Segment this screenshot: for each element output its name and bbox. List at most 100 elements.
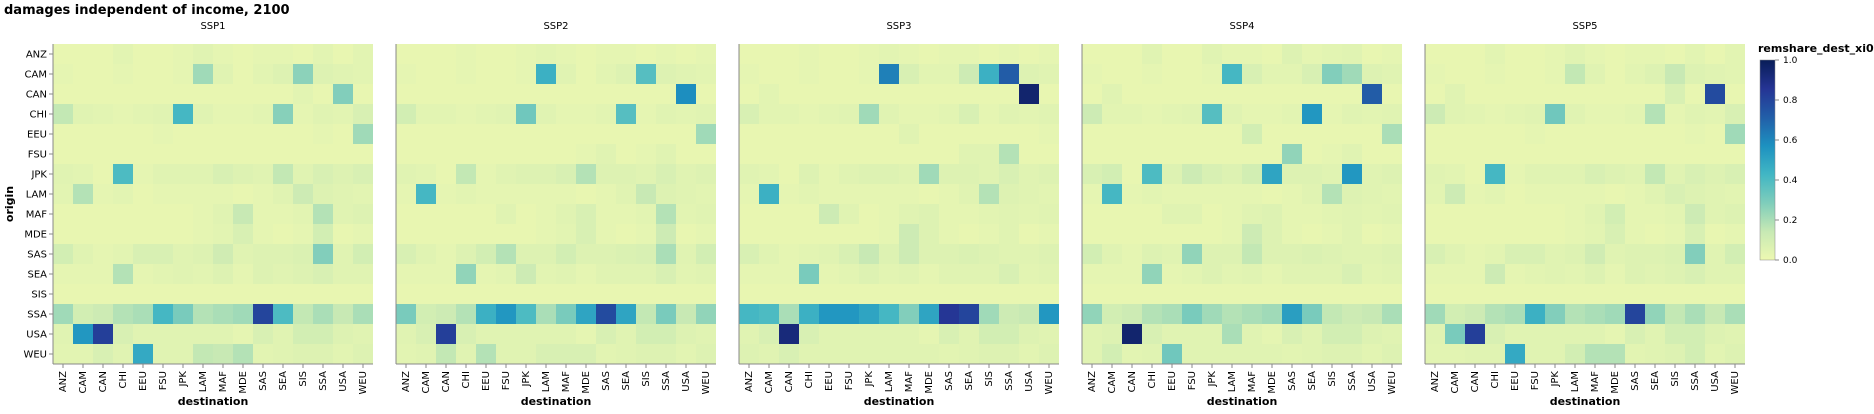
heatmap-cell [293,224,313,244]
heatmap-cell [73,44,93,64]
facet-label: SSP4 [1229,21,1254,32]
heatmap-cell [1585,224,1605,244]
heatmap-cell [93,104,113,124]
heatmap-cell [213,224,233,244]
heatmap-cell [1382,84,1402,104]
heatmap-cell [979,264,999,284]
heatmap-cell [293,164,313,184]
heatmap-cell [1525,344,1545,364]
heatmap-cell [476,184,496,204]
heatmap-cell [456,84,476,104]
heatmap-cell [1445,224,1465,244]
x-tick-label: USA [1024,371,1035,392]
heatmap-cell [1222,304,1242,324]
heatmap-cell [1685,104,1705,124]
x-tick-label: CAM [421,371,432,393]
heatmap-cell [1665,264,1685,284]
heatmap-cell [1302,144,1322,164]
heatmap-cell [616,244,636,264]
x-tick-label: USA [1367,371,1378,392]
heatmap-cell [1605,84,1625,104]
heatmap-cell [133,224,153,244]
heatmap-cell [1082,204,1102,224]
heatmap-cell [1425,204,1445,224]
heatmap-cell [919,264,939,284]
heatmap-cell [739,224,759,244]
heatmap-cell [779,224,799,244]
heatmap-cell [1465,344,1485,364]
heatmap-cell [1202,104,1222,124]
x-tick-label: SSA [661,371,672,391]
heatmap-cell [596,324,616,344]
x-tick-label: LAM [884,371,895,392]
heatmap-cell [1102,104,1122,124]
heatmap-cell [799,224,819,244]
heatmap-cell [1705,104,1725,124]
heatmap-cell [476,284,496,304]
heatmap-cell [1142,304,1162,324]
heatmap-cell [436,224,456,244]
heatmap-cell [1122,64,1142,84]
heatmap-cell [396,284,416,304]
heatmap-cell [1142,164,1162,184]
heatmap-cell [1182,284,1202,304]
heatmap-cell [1705,244,1725,264]
heatmap-cell [979,64,999,84]
heatmap-cell [1545,264,1565,284]
x-tick-label: WEU [1044,371,1055,395]
heatmap-cell [1282,144,1302,164]
heatmap-cell [173,84,193,104]
heatmap-cell [556,104,576,124]
heatmap-cell [1625,244,1645,264]
heatmap-cell [959,204,979,224]
x-tick-label: CAN [98,371,109,392]
heatmap-cell [576,304,596,324]
x-tick-label: MDE [924,371,935,394]
heatmap-cell [1585,124,1605,144]
heatmap-cell [1102,324,1122,344]
heatmap-cell [93,264,113,284]
heatmap-cell [556,164,576,184]
heatmap-cell [576,84,596,104]
heatmap-cell [396,244,416,264]
heatmap-cell [999,244,1019,264]
heatmap-cell [73,64,93,84]
heatmap-cell [939,264,959,284]
heatmap-cell [1382,184,1402,204]
heatmap-cell [1445,304,1465,324]
heatmap-cell [959,244,979,264]
heatmap-cell [1039,244,1059,264]
heatmap-cell [233,284,253,304]
heatmap-cell [193,64,213,84]
heatmap-cell [1425,104,1445,124]
heatmap-cell [1039,144,1059,164]
heatmap-cell [113,64,133,84]
heatmap-cell [959,124,979,144]
heatmap-cell [839,224,859,244]
x-tick-label: SAS [258,371,269,391]
heatmap-cell [396,164,416,184]
y-tick-label: WEU [23,350,47,361]
heatmap-cell [173,244,193,264]
heatmap-cell [1222,144,1242,164]
heatmap-cell [1222,224,1242,244]
heatmap-cell [293,124,313,144]
heatmap-cell [739,164,759,184]
heatmap-cell [1685,304,1705,324]
heatmap-cell [333,284,353,304]
heatmap-cell [213,344,233,364]
heatmap-cell [1585,324,1605,344]
heatmap-cell [496,144,516,164]
x-tick-label: CAM [1107,371,1118,393]
heatmap-cell [93,204,113,224]
x-tick-label: FSU [501,371,512,390]
heatmap-cell [1142,224,1162,244]
heatmap-cell [53,344,73,364]
heatmap-cell [253,44,273,64]
heatmap-cell [1685,64,1705,84]
heatmap-cell [456,244,476,264]
heatmap-cell [1625,224,1645,244]
heatmap-cell [233,204,253,224]
heatmap-cell [233,244,253,264]
heatmap-cell [1222,344,1242,364]
